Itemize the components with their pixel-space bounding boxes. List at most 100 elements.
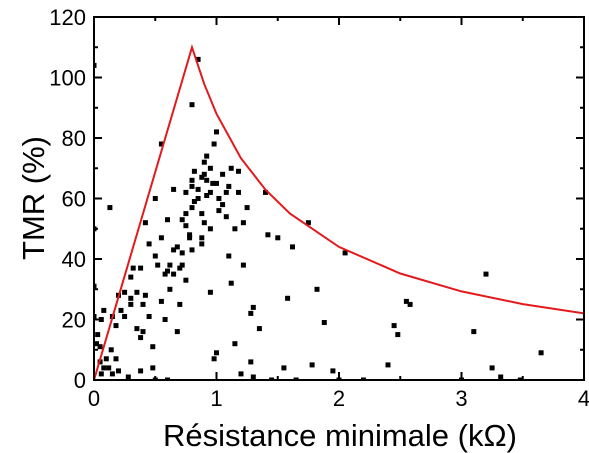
scatter-point (177, 265, 183, 271)
scatter-point (214, 350, 219, 356)
scatter-point (165, 268, 170, 274)
y-tick-label: 120 (49, 5, 86, 30)
scatter-point (201, 220, 207, 226)
scatter-point (134, 326, 140, 332)
scatter-point (216, 196, 222, 201)
scatter-point (189, 183, 195, 189)
scatter-point (94, 283, 97, 289)
scatter-point (228, 280, 234, 286)
scatter-point (232, 226, 238, 232)
scatter-point (94, 341, 99, 347)
scatter-point (116, 368, 121, 374)
scatter-point (191, 168, 197, 174)
x-tick-label: 4 (578, 386, 589, 411)
scatter-point (183, 277, 189, 283)
scatter-point (174, 244, 180, 250)
y-tick-label: 0 (74, 368, 86, 393)
scatter-point (101, 307, 107, 313)
scatter-point (207, 165, 213, 171)
scatter-point (140, 301, 146, 307)
scatter-point (138, 265, 144, 271)
scatter-point (179, 217, 185, 223)
scatter-point (244, 205, 250, 211)
scatter-point (122, 314, 128, 319)
scatter-point (179, 262, 185, 268)
scatter-point (385, 362, 391, 368)
scatter-point (204, 177, 210, 183)
scatter-point (216, 208, 222, 214)
scatter-point (207, 226, 213, 232)
y-tick-label: 40 (62, 247, 86, 272)
scatter-point (171, 186, 177, 192)
scatter-point (210, 180, 216, 186)
scatter-point (130, 265, 136, 271)
scatter-point (165, 217, 170, 223)
scatter-point (201, 171, 207, 177)
scatter-point (201, 159, 207, 165)
scatter-point (146, 241, 152, 247)
scatter-point (167, 262, 173, 268)
y-axis-title: TMR (%) (16, 136, 51, 260)
scatter-point (179, 250, 185, 256)
y-tick-label: 20 (62, 308, 86, 333)
scatter-point (207, 289, 213, 295)
scatter-point (183, 211, 189, 217)
scatter-point (108, 347, 114, 353)
scatter-point (517, 377, 523, 380)
scatter-point (342, 250, 348, 256)
scatter-point (146, 314, 152, 319)
scatter-point (223, 214, 229, 220)
scatter-point (128, 295, 134, 301)
scatter-point (538, 350, 544, 356)
scatter-point (152, 196, 158, 201)
scatter-point (167, 286, 173, 292)
scatter-point (195, 186, 201, 192)
scatter-point (134, 289, 140, 295)
scatter-point (152, 253, 158, 259)
scatter-point (183, 189, 189, 195)
scatter-point (150, 344, 156, 350)
scatter-point (187, 232, 193, 238)
scatter-point (211, 141, 217, 147)
plot-frame (93, 16, 585, 381)
scatter-point (94, 314, 97, 319)
scatter-point (189, 102, 195, 108)
scatter-point (171, 247, 177, 253)
scatter-point (483, 271, 489, 277)
scatter-point (155, 262, 161, 268)
scatter-point (250, 304, 256, 310)
scatter-point (263, 189, 268, 195)
scatter-point (211, 356, 217, 362)
scatter-point (142, 220, 148, 226)
scatter-point (158, 141, 164, 147)
scatter-point (281, 365, 287, 371)
scatter-point (140, 329, 146, 335)
scatter-point (158, 235, 164, 241)
scatter-point (236, 189, 241, 195)
scatter-point (138, 335, 144, 341)
scatter-point (199, 241, 205, 247)
scatter-point (125, 374, 131, 380)
scatter-point (226, 253, 232, 259)
scatter-point (204, 193, 210, 198)
scatter-point (498, 374, 504, 380)
scatter-point (128, 301, 134, 307)
scatter-point (207, 189, 213, 195)
scatter-point (98, 371, 104, 377)
scatter-point (220, 202, 226, 208)
scatter-point (226, 183, 232, 189)
scatter-point (238, 371, 244, 377)
y-tick-label: 60 (62, 187, 86, 212)
scatter-point (109, 371, 115, 377)
scatter-point (177, 301, 183, 307)
scatter-point (191, 199, 197, 204)
scatter-point (195, 56, 201, 62)
scatter-point (165, 377, 170, 380)
scatter-point (189, 205, 195, 211)
scatter-point (403, 298, 409, 304)
scatter-point (250, 374, 256, 380)
scatter-point (256, 326, 262, 332)
scatter-point (330, 368, 336, 374)
